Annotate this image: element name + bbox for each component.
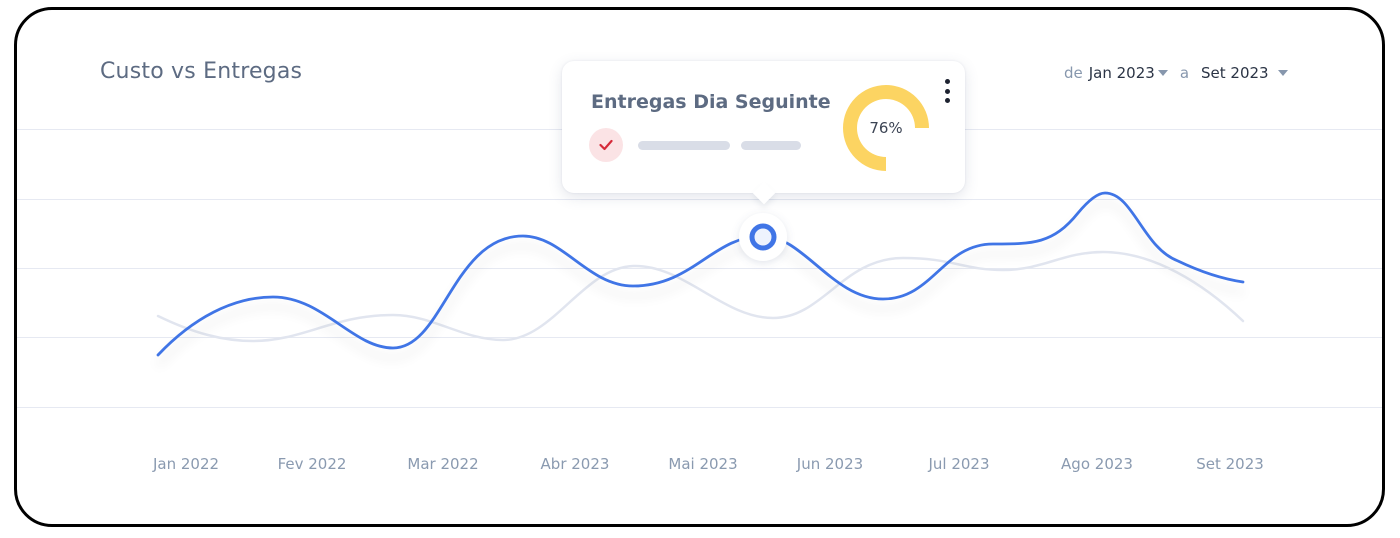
date-range-selector: de Jan 2023 a Set 2023 xyxy=(1064,64,1294,82)
check-icon xyxy=(589,128,623,162)
highlighted-point[interactable] xyxy=(739,213,787,261)
range-to-dropdown[interactable]: Set 2023 xyxy=(1201,64,1269,82)
line-chart xyxy=(156,191,1245,357)
range-to-label: a xyxy=(1179,64,1190,82)
chevron-down-icon[interactable] xyxy=(1277,70,1288,76)
placeholder-bar xyxy=(741,141,801,150)
data-tooltip: Entregas Dia Seguinte 76% xyxy=(562,61,965,205)
donut-chart xyxy=(843,85,929,171)
x-axis-label: Set 2023 xyxy=(1196,455,1264,473)
x-axis-label: Jul 2023 xyxy=(928,455,990,473)
tooltip-title: Entregas Dia Seguinte xyxy=(591,91,831,113)
range-from-dropdown[interactable]: Jan 2023 xyxy=(1088,64,1155,82)
chevron-down-icon[interactable] xyxy=(1157,70,1168,76)
x-axis-label: Jun 2023 xyxy=(796,455,864,473)
x-axis-label: Mar 2022 xyxy=(407,455,479,473)
grid-line xyxy=(17,268,1382,269)
series-entregas-line xyxy=(156,191,1245,357)
chart-title: Custo vs Entregas xyxy=(100,59,303,84)
x-axis-label: Mai 2023 xyxy=(668,455,738,473)
grid-line xyxy=(17,407,1382,408)
series-custo-line xyxy=(156,250,1245,343)
chart-card: Custo vs Entregas de Jan 2023 a Set 2023 xyxy=(14,7,1385,527)
grid-line xyxy=(17,337,1382,338)
grid-line xyxy=(17,199,1382,200)
x-axis-label: Ago 2023 xyxy=(1061,455,1133,473)
more-vertical-icon[interactable] xyxy=(942,79,952,103)
x-axis-label: Fev 2022 xyxy=(277,455,347,473)
placeholder-bar xyxy=(638,141,730,150)
donut-percent-label: 76% xyxy=(869,119,903,137)
range-from-label: de xyxy=(1064,64,1083,82)
x-axis-label: Abr 2023 xyxy=(540,455,610,473)
x-axis-label: Jan 2022 xyxy=(152,455,220,473)
